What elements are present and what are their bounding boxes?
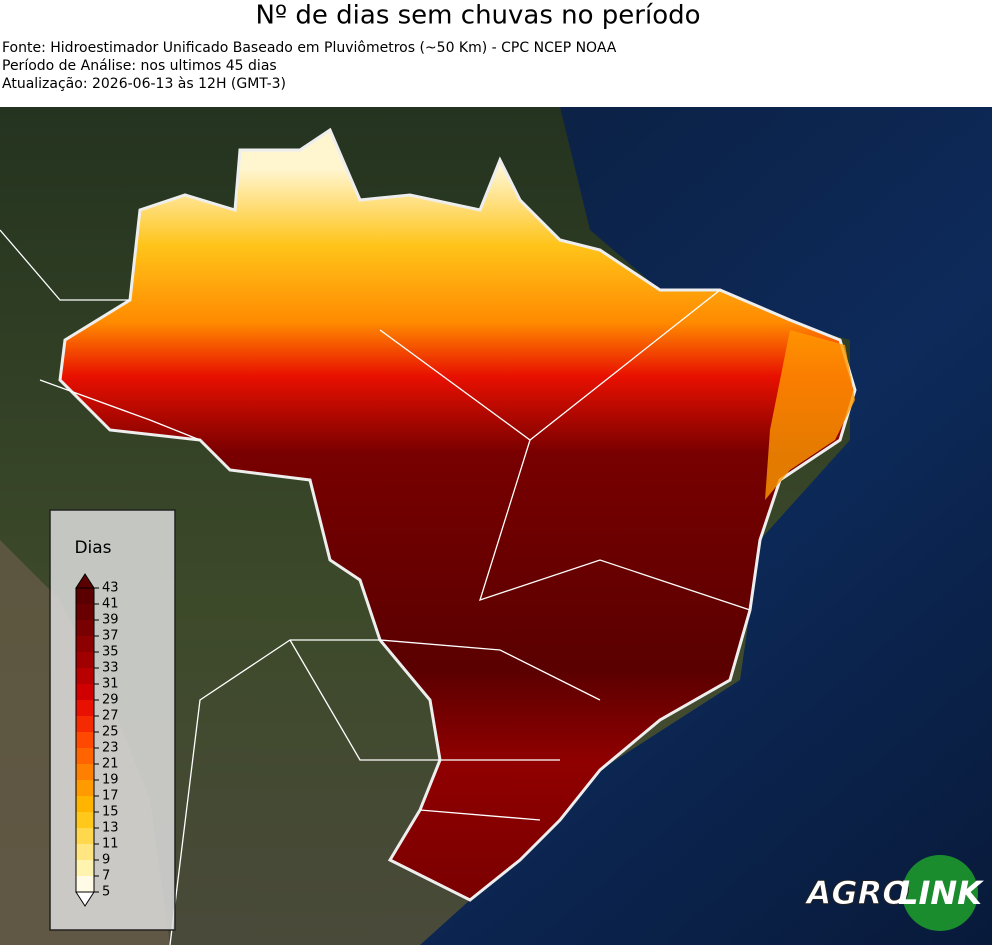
logo-text: LINK <box>898 874 984 912</box>
logo-circle <box>902 855 978 931</box>
legend-title: Dias <box>74 538 111 558</box>
colorbar-band <box>76 860 94 876</box>
logo: AGRO LINK <box>803 855 984 931</box>
colorbar-tick-label: 39 <box>102 613 119 628</box>
colorbar-band <box>76 636 94 652</box>
colorbar-band <box>76 604 94 620</box>
subtitle-line: Período de Análise: nos ultimos 45 dias <box>2 58 277 74</box>
colorbar-tick-label: 9 <box>102 853 110 868</box>
colorbar-band <box>76 828 94 844</box>
subtitle-line: Fonte: Hidroestimador Unificado Baseado … <box>2 40 617 56</box>
colorbar-band <box>76 764 94 780</box>
colorbar-tick-label: 43 <box>102 581 119 596</box>
colorbar-tick-label: 29 <box>102 693 119 708</box>
colorbar-tick-label: 25 <box>102 725 119 740</box>
colorbar-tick-label: 13 <box>102 821 119 836</box>
colorbar-band <box>76 796 94 812</box>
colorbar-tick-label: 31 <box>102 677 119 692</box>
subtitle-line: Atualização: 2026-06-13 às 12H (GMT-3) <box>2 76 286 92</box>
colorbar-tick-label: 21 <box>102 757 119 772</box>
colorbar-tick-label: 33 <box>102 661 119 676</box>
colorbar-band <box>76 812 94 828</box>
dry-region <box>765 330 855 500</box>
colorbar-tick-label: 7 <box>102 869 110 884</box>
colorbar-band <box>76 716 94 732</box>
colorbar-tick-label: 11 <box>102 837 119 852</box>
colorbar-band <box>76 620 94 636</box>
colorbar-tick-label: 35 <box>102 645 119 660</box>
colorbar-frame <box>75 587 95 893</box>
logo-text: AGRO <box>804 874 910 912</box>
colorbar-tick-label: 37 <box>102 629 119 644</box>
colorbar-tick-label: 41 <box>102 597 119 612</box>
colorbar-band <box>76 668 94 684</box>
colorbar-band <box>76 588 94 604</box>
colorbar-tick-label: 17 <box>102 789 119 804</box>
colorbar-band <box>76 684 94 700</box>
colorbar-band <box>76 780 94 796</box>
colorbar-tick-label: 5 <box>102 885 110 900</box>
map <box>0 107 992 945</box>
colorbar-tick-label: 27 <box>102 709 119 724</box>
colorbar-band <box>76 876 94 892</box>
legend-box <box>49 509 176 931</box>
borders <box>0 229 751 945</box>
colorbar-band <box>76 844 94 860</box>
colorbar-band <box>76 748 94 764</box>
colorbar-band <box>76 700 94 716</box>
colorbar-tick-label: 19 <box>102 773 119 788</box>
colorbar-band <box>76 652 94 668</box>
colorbar-tick-label: 23 <box>102 741 119 756</box>
colorbar-tick-label: 15 <box>102 805 119 820</box>
brazil <box>58 127 857 902</box>
colorbar-band <box>76 732 94 748</box>
title: Nº de dias sem chuvas no período <box>255 1 700 31</box>
